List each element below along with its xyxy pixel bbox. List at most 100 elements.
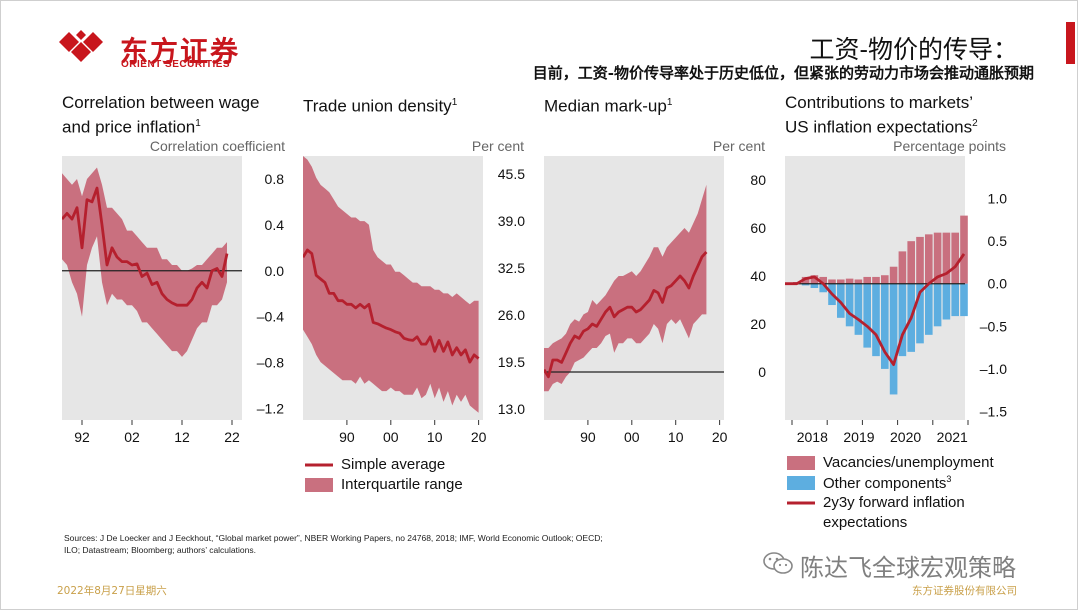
y-tick-label: 26.0 — [498, 307, 525, 323]
y-tick-label: 39.0 — [498, 213, 525, 229]
panel4-title-sup: 2 — [972, 118, 978, 129]
panel2-title-sup: 1 — [451, 97, 458, 108]
panel1-title-line2: and price inflation — [62, 117, 196, 137]
bar-vacancies — [925, 234, 933, 284]
footer-company: 东方证券股份有限公司 — [912, 585, 1017, 597]
panel4-unit: Percentage points — [893, 138, 1006, 154]
bar-vacancies — [889, 266, 898, 284]
y-tick-label: 19.5 — [498, 354, 525, 370]
panel3-title-sup: 1 — [666, 97, 673, 108]
x-tick-label: 90 — [580, 429, 596, 445]
chart-median-markup: 80 60 40 20 0 90 00 10 20 — [544, 156, 766, 445]
bar-other-components — [951, 283, 959, 317]
bar-vacancies — [942, 232, 951, 284]
logo-text-cn: 东方证券 — [120, 35, 241, 68]
legend-item-other-components: Other components3 — [787, 474, 994, 494]
panel2-title-line1: Trade union density — [303, 96, 452, 116]
page-subtitle: 目前，工资-物价传导率处于历史低位，但紧张的劳动力市场会推动通胀预期 — [532, 64, 1034, 82]
x-tick-label: 20 — [712, 429, 728, 445]
x-tick-label: 22 — [224, 429, 240, 445]
x-tick-label: 20 — [471, 429, 487, 445]
accent-bar — [1066, 22, 1075, 64]
legend-item-inflation-expectations: 2y3y forward inflation — [787, 494, 994, 514]
chart-inflation-contributions: 1.0 0.5 0.0 –0.5 –1.0 –1.5 2018 2019 2020 2021 — [785, 156, 1008, 445]
bar-other-components — [942, 283, 951, 320]
bar-other-components — [872, 283, 880, 357]
legend-red-line-swatch — [787, 501, 815, 505]
page-title: 工资-物价的传导： — [809, 35, 1018, 64]
chart-trade-union-density: 45.5 39.0 32.5 26.0 19.5 13.0 90 00 10 20 — [303, 156, 525, 445]
bar-other-components — [819, 283, 827, 293]
legend-other-sup: 3 — [946, 474, 952, 484]
legend-blue-swatch — [787, 476, 815, 490]
bar-vacancies — [907, 241, 915, 284]
orient-securities-logo-icon — [59, 30, 103, 62]
sources-note: Sources: J De Loecker and J Eeckhout, “G… — [64, 532, 603, 556]
x-tick-label: 10 — [427, 429, 443, 445]
y-tick-label: 80 — [750, 172, 766, 188]
legend-label-other-wrap: Other components3 — [823, 474, 951, 492]
panel1-title: Correlation between wage and price infla… — [62, 92, 260, 138]
bar-vacancies — [960, 215, 968, 284]
legend-label-simple-average: Simple average — [341, 456, 446, 473]
y-tick-label: 40 — [750, 268, 766, 284]
bar-vacancies — [872, 276, 880, 284]
bar-vacancies — [863, 276, 871, 284]
x-tick-label: 90 — [339, 429, 355, 445]
bar-vacancies — [898, 251, 907, 284]
legend-line-swatch — [305, 463, 333, 467]
legend-pink-swatch — [787, 456, 815, 470]
panel2-unit: Per cent — [471, 138, 524, 154]
bar-vacancies — [916, 236, 924, 284]
panel3-title-line1: Median mark-up — [544, 96, 667, 116]
panel4-title-line2: US inflation expectations — [785, 117, 973, 137]
mean-line — [303, 248, 480, 364]
legend-item-simple-average: Simple average — [305, 456, 463, 476]
bar-other-components — [881, 283, 889, 369]
x-tick-label: 2021 — [937, 429, 968, 445]
bar-other-components — [898, 283, 907, 357]
bar-vacancies — [933, 232, 942, 284]
y-tick-label: –0.8 — [257, 355, 284, 371]
x-tick-label: 12 — [174, 429, 190, 445]
y-tick-label: 0 — [758, 364, 766, 380]
bar-vacancies — [854, 279, 863, 284]
bar-other-components — [933, 283, 942, 327]
y-tick-label: 0.4 — [265, 217, 285, 233]
bar-other-components — [916, 283, 924, 344]
bar-other-components — [810, 283, 819, 288]
panel1-title-line1: Correlation between wage — [62, 93, 260, 112]
x-tick-label: 02 — [124, 429, 140, 445]
bar-vacancies — [810, 275, 819, 284]
y-tick-label: 45.5 — [498, 166, 525, 182]
panel4-title: Contributions to markets’ US inflation e… — [785, 92, 978, 138]
y-tick-label: –1.0 — [980, 361, 1007, 377]
interquartile-band — [62, 167, 227, 357]
mean-line — [62, 186, 229, 307]
y-tick-label: 32.5 — [498, 260, 525, 276]
legend-union-markup: Simple average Interquartile range — [305, 456, 463, 496]
sources-line1: Sources: J De Loecker and J Eeckhout, “G… — [64, 533, 603, 543]
y-tick-label: –1.5 — [980, 403, 1007, 419]
legend-item-interquartile-range: Interquartile range — [305, 476, 463, 496]
bar-other-components — [925, 283, 933, 335]
bar-vacancies — [828, 279, 836, 284]
panel3-unit: Per cent — [712, 138, 765, 154]
y-tick-label: –1.2 — [257, 401, 284, 417]
x-tick-label: 2020 — [890, 429, 921, 445]
legend-band-swatch — [305, 478, 333, 492]
logo-text-en: ORIENT SECURITIES — [121, 59, 231, 70]
legend-item-inflation-expectations-cont: expectations — [787, 514, 994, 534]
panel1-unit: Correlation coefficient — [149, 138, 285, 154]
y-tick-label: 0.0 — [265, 263, 285, 279]
bar-vacancies — [951, 232, 959, 284]
x-tick-label: 2019 — [843, 429, 874, 445]
bar-other-components — [854, 283, 863, 335]
legend-label-interquartile-range: Interquartile range — [341, 476, 463, 493]
bar-vacancies — [881, 275, 889, 284]
y-tick-label: 0.0 — [988, 276, 1008, 292]
bar-other-components — [889, 283, 898, 395]
panel3-title: Median mark-up1 — [544, 92, 672, 117]
y-tick-label: 0.5 — [988, 233, 1008, 249]
